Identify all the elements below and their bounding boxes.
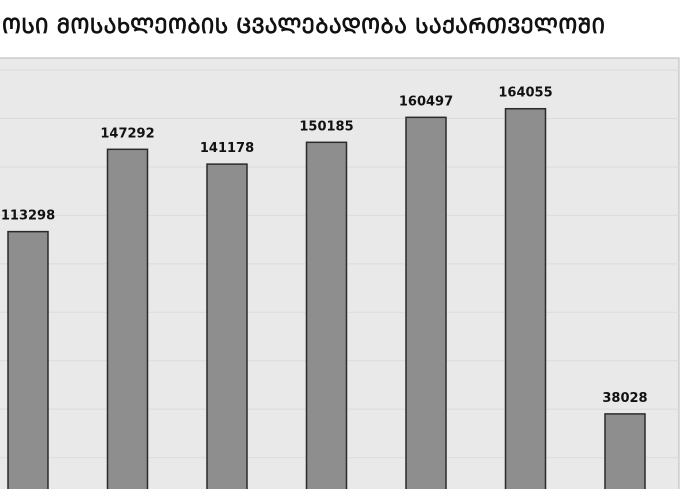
bar-0 [7, 230, 49, 489]
data-labels: 113298 147292 141178 150185 160497 164055 3802… [1, 86, 648, 406]
data-label-6: 38028 [602, 391, 647, 406]
bar-6 [604, 413, 646, 489]
bar-5 [504, 107, 547, 489]
bar-4 [405, 116, 447, 489]
data-label-4: 160497 [399, 94, 453, 109]
data-label-0: 113298 [1, 209, 55, 224]
bar-3 [305, 141, 348, 489]
data-label-5: 164055 [498, 86, 552, 101]
data-label-1: 147292 [100, 126, 154, 141]
data-label-2: 141178 [200, 141, 254, 156]
bar-1 [106, 148, 149, 489]
data-label-3: 150185 [299, 119, 353, 134]
bar-2 [206, 163, 248, 489]
chart-title: ᲝᲡᲘ ᲛᲝᲡᲐᲮᲚᲔᲝᲑᲘᲡ ᲪᲕᲐᲚᲔᲑᲐᲓᲝᲑᲐ ᲡᲐᲥᲐᲠᲗᲕᲔᲚᲝᲨᲘ [2, 14, 606, 38]
bars [7, 107, 646, 489]
